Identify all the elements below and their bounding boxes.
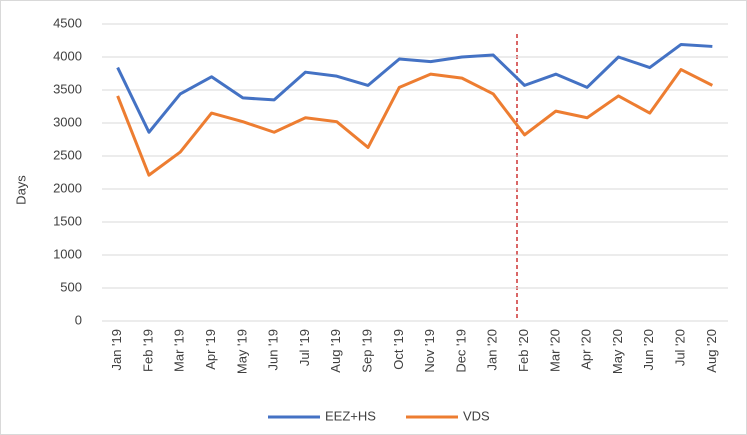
x-tick-label: Jan '20 xyxy=(485,329,500,371)
x-tick-label: Jun '19 xyxy=(266,329,281,371)
x-tick-label: Aug '19 xyxy=(328,329,343,373)
x-tick-label: Jul '20 xyxy=(672,329,687,366)
y-tick-label: 1000 xyxy=(53,246,82,261)
x-tick-label: Mar '20 xyxy=(547,329,562,372)
y-tick-label: 4000 xyxy=(53,48,82,63)
x-tick-label: Oct '19 xyxy=(391,329,406,370)
x-tick-label: May '19 xyxy=(234,329,249,374)
x-tick-label: Dec '19 xyxy=(453,329,468,373)
y-tick-label: 3500 xyxy=(53,81,82,96)
y-tick-label: 4500 xyxy=(53,15,82,30)
legend-label: EEZ+HS xyxy=(325,408,376,423)
x-tick-label: Feb '19 xyxy=(140,329,155,372)
x-tick-label: Apr '19 xyxy=(203,329,218,370)
x-tick-label: Sep '19 xyxy=(359,329,374,373)
x-tick-label: Nov '19 xyxy=(422,329,437,373)
y-axis-label: Days xyxy=(13,175,28,205)
x-tick-label: Aug '20 xyxy=(704,329,719,373)
series-line xyxy=(116,68,714,177)
y-tick-label: 500 xyxy=(60,279,82,294)
y-tick-label: 2000 xyxy=(53,180,82,195)
y-tick-label: 2500 xyxy=(53,147,82,162)
x-tick-label: Jan '19 xyxy=(109,329,124,371)
x-tick-label: Mar '19 xyxy=(172,329,187,372)
x-tick-label: Jun '20 xyxy=(641,329,656,371)
series-line xyxy=(116,42,713,134)
x-tick-label: May '20 xyxy=(610,329,625,374)
legend-label: VDS xyxy=(463,408,490,423)
y-tick-label: 3000 xyxy=(53,114,82,129)
y-tick-label: 0 xyxy=(75,312,82,327)
x-tick-label: Feb '20 xyxy=(516,329,531,372)
x-tick-label: Jul '19 xyxy=(297,329,312,366)
x-tick-label: Apr '20 xyxy=(579,329,594,370)
y-tick-label: 1500 xyxy=(53,213,82,228)
